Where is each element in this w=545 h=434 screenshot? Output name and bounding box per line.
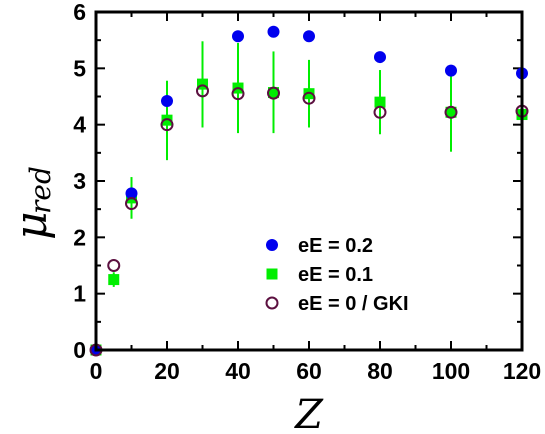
legend-label: eE = 0 / GKI [298, 293, 409, 315]
data-point [160, 118, 174, 132]
data-point [196, 84, 209, 98]
data-point [197, 78, 208, 90]
plot-frame [94, 10, 524, 352]
data-point [445, 64, 457, 77]
legend-marker [265, 296, 279, 310]
x-tick-label: 100 [432, 358, 470, 384]
y-tick-label: 4 [73, 112, 86, 138]
y-tick-label: 1 [73, 281, 86, 307]
data-point [374, 96, 386, 108]
x-axis-label: Z [293, 392, 324, 434]
x-tick-label: 60 [296, 358, 322, 384]
x-tick-label: 40 [225, 358, 251, 384]
data-point [161, 95, 173, 108]
y-axis-label-subscript: red [24, 166, 57, 214]
data-point [268, 87, 279, 99]
y-tick-label: 3 [73, 168, 86, 194]
legend-marker [266, 268, 278, 280]
y-tick-label: 6 [73, 0, 86, 25]
data-point [232, 30, 244, 43]
legend-label: eE = 0.1 [298, 264, 373, 286]
data-point [231, 87, 245, 101]
y-axis-label-main: μ [6, 211, 57, 240]
x-tick-label: 80 [367, 358, 393, 384]
data-point [373, 105, 387, 119]
data-point [108, 274, 120, 286]
data-point [444, 105, 458, 119]
y-tick-label: 5 [73, 55, 86, 81]
data-point [125, 197, 138, 211]
data-point [302, 91, 316, 105]
x-tick-label: 20 [154, 358, 180, 384]
data-point [374, 51, 386, 64]
legend: eE = 0.2 eE = 0.1 eE = 0 / GKI [265, 235, 409, 315]
y-tick-label: 2 [73, 224, 86, 250]
data-point [445, 106, 457, 118]
data-point [303, 30, 315, 43]
data-point [107, 259, 121, 272]
x-tick-labels: 0 20 40 60 80 100 120 [90, 358, 542, 384]
x-tick-label: 0 [90, 358, 103, 384]
data-point [267, 25, 280, 38]
data-point [267, 86, 280, 100]
legend-label: eE = 0.2 [298, 235, 373, 257]
data-point [125, 187, 138, 200]
x-tick-label: 120 [503, 358, 541, 384]
y-tick-labels: 0 1 2 3 4 5 6 [73, 0, 86, 363]
y-axis-label: μ red [6, 166, 57, 240]
y-tick-label: 0 [73, 337, 86, 363]
legend-marker [266, 239, 278, 251]
